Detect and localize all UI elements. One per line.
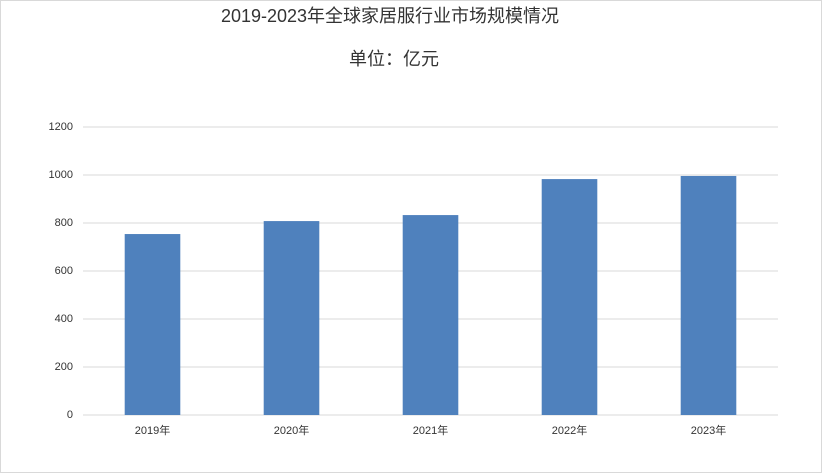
bar <box>402 215 459 415</box>
bar <box>680 175 737 415</box>
bar <box>263 221 320 415</box>
y-tick-label: 200 <box>55 361 73 373</box>
chart-subtitle: 单位：亿元 <box>349 49 439 69</box>
chart-title: 2019-2023年全球家居服行业市场规模情况 <box>221 6 559 26</box>
bar <box>124 234 181 415</box>
y-tick-label: 1200 <box>49 121 73 133</box>
y-tick-label: 600 <box>55 265 73 277</box>
y-tick-label: 400 <box>55 313 73 325</box>
x-tick-label: 2019年 <box>135 423 170 437</box>
bar <box>541 179 598 415</box>
y-tick-label: 0 <box>67 409 73 421</box>
x-tick-label: 2020年 <box>274 423 309 437</box>
y-tick-label: 1000 <box>49 169 73 181</box>
y-tick-label: 800 <box>55 217 73 229</box>
x-tick-label: 2022年 <box>552 423 587 437</box>
x-tick-label: 2023年 <box>691 423 726 437</box>
x-tick-label: 2021年 <box>413 423 448 437</box>
